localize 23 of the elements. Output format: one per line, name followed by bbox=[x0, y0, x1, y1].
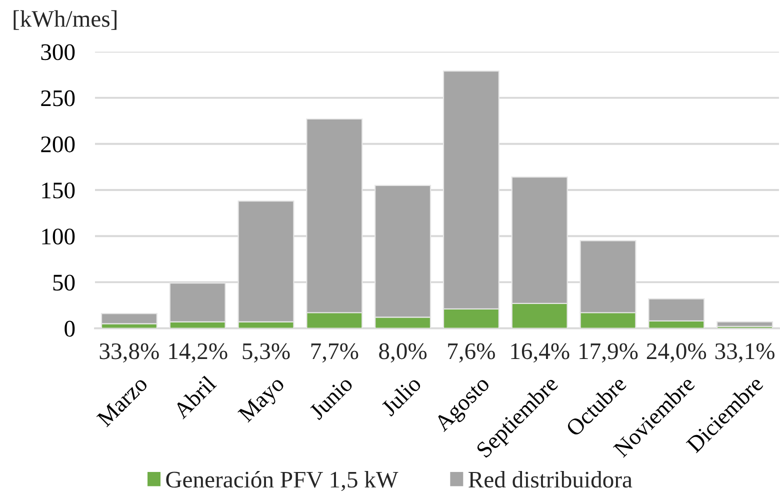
text: 24,0% bbox=[646, 343, 706, 363]
y-tick-label: 300 bbox=[41, 44, 75, 60]
text: 8,0% bbox=[379, 343, 427, 363]
y-tick-label: 150 bbox=[42, 182, 75, 198]
y-tick-label: 200 bbox=[41, 136, 75, 152]
text: 7,7% bbox=[311, 343, 358, 363]
y-tick-label: 50 bbox=[53, 274, 75, 291]
text: 33,1% bbox=[715, 343, 774, 363]
legend-label: Generación PFV 1,5 kW bbox=[166, 471, 398, 492]
y-axis-title: [kWh/mes] bbox=[14, 10, 116, 30]
y-tick-label: 0 bbox=[64, 320, 75, 337]
text: 16,4% bbox=[511, 343, 570, 363]
text: 14,2% bbox=[169, 343, 228, 363]
legend-label: Red distribuidora bbox=[468, 471, 632, 488]
bar bbox=[716, 321, 774, 328]
text: 7,6% bbox=[448, 343, 495, 363]
text: 17,9% bbox=[580, 343, 638, 363]
bar bbox=[100, 312, 158, 324]
y-tick-label: 250 bbox=[41, 90, 75, 106]
text: 33,8% bbox=[100, 343, 159, 363]
y-tick-label: 100 bbox=[42, 228, 75, 245]
text: 5,3% bbox=[242, 343, 290, 363]
x-tick-label: Julio bbox=[380, 374, 422, 417]
